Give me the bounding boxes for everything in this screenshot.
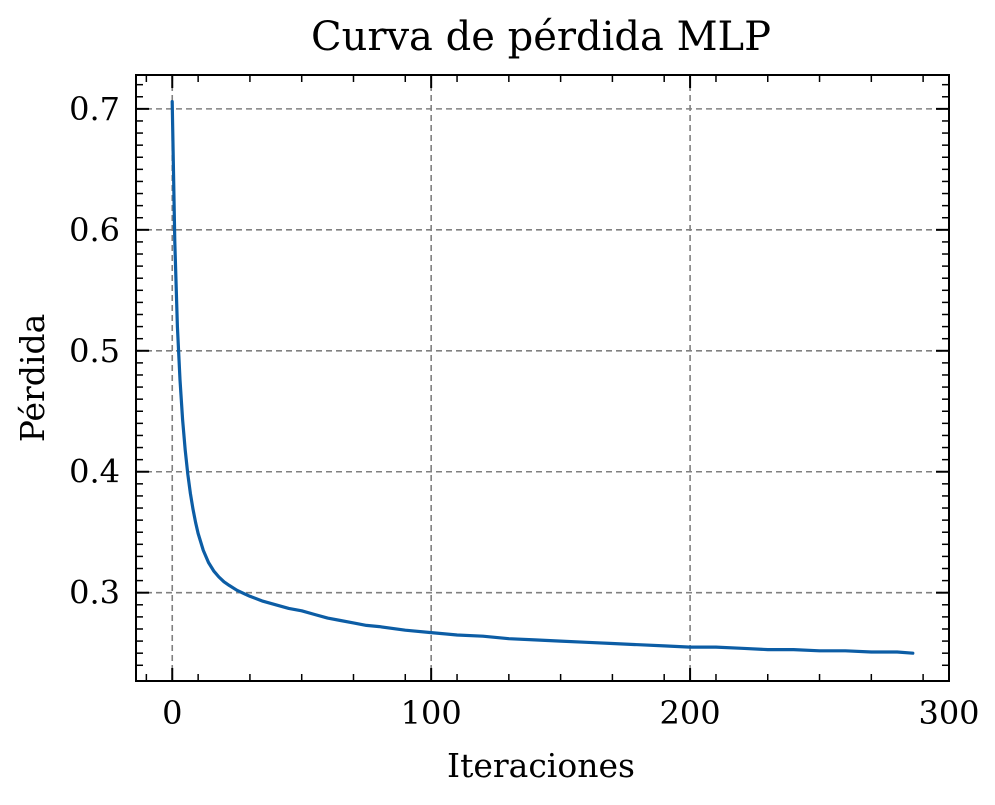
x-axis-label: Iteraciones [447,746,635,785]
y-tick-label: 0.5 [69,332,120,370]
plot-frame [135,74,950,682]
x-tick-label: 100 [401,694,462,732]
loss-data-point [715,646,717,648]
loss-data-point [189,492,192,495]
loss-data-point [192,508,194,511]
loss-data-point [243,593,246,595]
y-tick-label: 0.4 [69,453,120,491]
loss-data-point [174,241,176,243]
grid-lines [136,75,949,681]
loss-data-point [228,584,230,587]
loss-data-point [212,570,215,572]
loss-data-point [912,652,914,654]
loss-data-point [508,637,510,640]
loss-data-point [197,532,199,535]
loss-data-point [559,640,562,642]
loss-data-point [313,613,316,616]
y-tick-label: 0.6 [69,211,120,249]
loss-data-point [262,600,264,602]
loss-data-point [482,635,484,637]
loss-data-point [202,549,205,552]
loss-data-point [352,622,355,624]
loss-data-point [181,418,184,421]
loss-data-point [870,651,873,653]
loss-data-point [844,650,847,652]
loss-data-point [184,449,186,451]
axis-ticks [136,75,950,681]
loss-data-point [176,325,179,328]
loss-data-point [187,473,189,476]
loss-data-point [300,610,303,612]
loss-series-line [170,99,915,655]
loss-data-point [171,100,173,103]
loss-data-point [818,650,821,652]
loss-data-point [404,629,407,631]
loss-data-point [456,634,458,636]
loss-data-point [326,617,329,619]
loss-data-point [378,625,381,628]
loss-data-point [339,619,342,622]
loss-data-point [236,589,238,592]
loss-data-point [585,641,588,644]
loss-data-point [275,604,277,606]
x-tick-label: 200 [660,694,721,732]
loss-data-point [194,521,197,524]
y-axis-label: Pérdida [13,314,52,443]
tick-labels: 0 100 200 300 0.3 0.4 0.5 0.6 0.7 [69,90,979,732]
loss-data-point [533,639,536,641]
y-tick-label: 0.7 [69,90,120,128]
loss-data-point [430,631,433,634]
loss-data-point [767,648,769,651]
loss-data-point [896,651,898,653]
loss-data-point [288,607,290,610]
loss-data-point [249,595,251,598]
loss-data-point [365,624,368,627]
chart-title: Curva de pérdida MLP [311,14,771,60]
x-tick-label: 0 [162,694,182,732]
loss-data-point [207,561,210,564]
loss-data-point [179,379,181,381]
y-tick-label: 0.3 [69,574,120,612]
loss-data-point [663,645,665,647]
loss-data-point [741,647,743,650]
loss-data-point [218,576,220,578]
loss-data-point [611,642,614,645]
loss-data-point [689,646,691,648]
x-tick-label: 300 [918,694,979,732]
loss-data-point [792,648,795,651]
series-layer [170,99,915,655]
loss-data-point [637,643,640,646]
loss-data-point [223,581,225,583]
